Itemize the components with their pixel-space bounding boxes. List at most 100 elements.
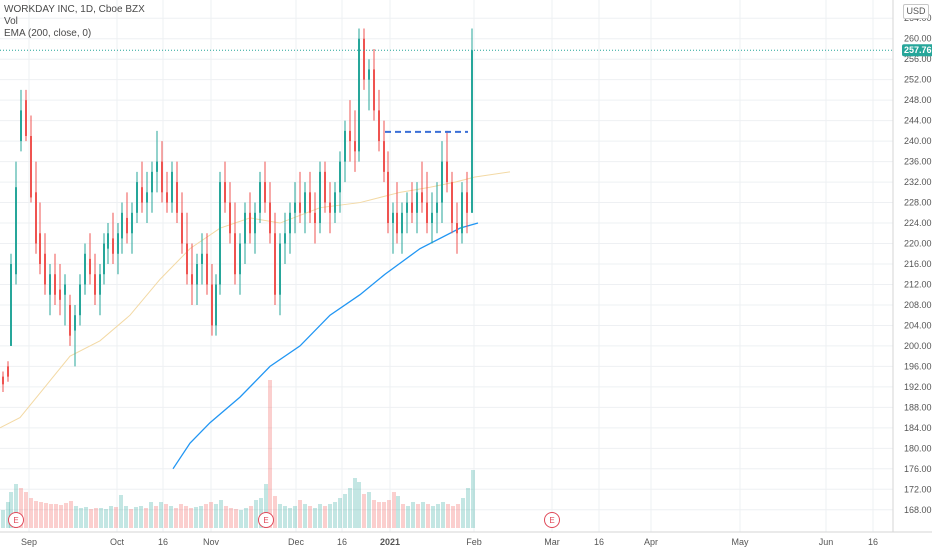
candle-body [466,192,468,213]
candle-body [354,141,356,152]
earnings-marker-label: E [549,516,554,525]
candle-body [446,161,448,183]
candle-body [358,38,360,152]
candle-body [39,233,41,264]
time-tick-label: Oct [110,537,125,547]
volume-bar [372,500,376,528]
candle-body [392,212,394,224]
candle-body [99,274,101,295]
candle-body [349,130,351,142]
earnings-marker-circle [258,512,274,528]
candle [141,161,143,213]
candle [416,182,418,234]
candle [396,182,398,244]
candle-body [2,376,4,385]
candle [176,161,178,224]
volume-bar [1,510,5,528]
time-axis: Sep Oct 16 Nov Dec 16 2021 Feb Mar 16 Apr May Jun 16 [0,531,932,547]
volume-bar [144,508,148,528]
price-tick-label: 168.00 [904,505,932,515]
time-tick-label: Apr [644,537,658,547]
symbol-title[interactable]: WORKDAY INC, 1D, Cboe BZX [4,4,145,15]
candle [136,171,138,224]
volume-bar [154,506,158,528]
candle [99,264,101,316]
earnings-marker[interactable]: E [544,512,560,528]
grid [0,0,893,532]
volume-bar [348,488,352,528]
price-tick-label: 260.00 [904,34,932,44]
price-tick-label: 236.00 [904,157,932,167]
volume-bar [229,508,233,528]
volume-bar [268,380,272,528]
volume-bar [471,470,475,528]
candle-body [339,161,341,193]
volume-bar [436,504,440,528]
candle-body [126,217,128,234]
candle-body [244,212,246,244]
time-tick-label: 16 [868,537,878,547]
price-tick-label: 204.00 [904,320,932,330]
candle [94,253,96,305]
volume-bar [204,504,208,528]
candle [15,161,17,285]
candle [196,253,198,305]
candle [456,202,458,254]
candle [354,110,356,172]
candle [166,171,168,213]
candle-body [141,187,143,203]
candle-body [103,243,105,275]
candle-body [304,192,306,213]
time-tick-label: Jun [819,537,834,547]
candle [131,202,133,254]
time-tick-label: Sep [21,537,37,547]
price-tick-label: 172.00 [904,484,932,494]
volume-bar [392,492,396,528]
volume-bar [119,495,123,528]
volume-bar [338,498,342,528]
candle [392,202,394,254]
volume-bar [466,488,470,528]
candle-body [378,110,380,142]
candle-body [136,182,138,213]
currency-button[interactable]: USD [903,4,929,19]
time-tick-label: 2021 [380,537,400,547]
candle [211,264,213,336]
candle [426,171,428,234]
earnings-marker[interactable]: E [258,512,274,528]
candle-body [224,182,226,203]
price-tick-label: 200.00 [904,341,932,351]
ema-indicator-label[interactable]: EMA (200, close, 0) [4,28,92,39]
candle [279,233,281,316]
candle-body [131,212,133,234]
candle [319,161,321,234]
volume-bar [139,506,143,528]
price-tick-label: 192.00 [904,382,932,392]
earnings-marker-label: E [263,516,268,525]
candle [2,371,4,392]
candle [406,192,408,234]
candle [289,202,291,254]
volume-indicator-label[interactable]: Vol [4,16,18,27]
earnings-marker-label: E [13,516,18,525]
candle [229,182,231,244]
volume-bar [9,492,13,528]
candle-body [112,238,114,254]
candle-body [299,202,301,213]
volume-bar [353,478,357,528]
candle [49,264,51,316]
volume-bar [343,494,347,528]
candle [219,171,221,295]
earnings-marker[interactable]: E [8,512,24,528]
volume-bars [1,380,475,528]
volume-bar [99,508,103,528]
candle-body [171,171,173,203]
candle-body [416,192,418,213]
candle-body [156,161,158,172]
volume-bar [174,508,178,528]
candle [25,89,27,142]
candle [201,233,203,285]
price-tick-label: 228.00 [904,198,932,208]
